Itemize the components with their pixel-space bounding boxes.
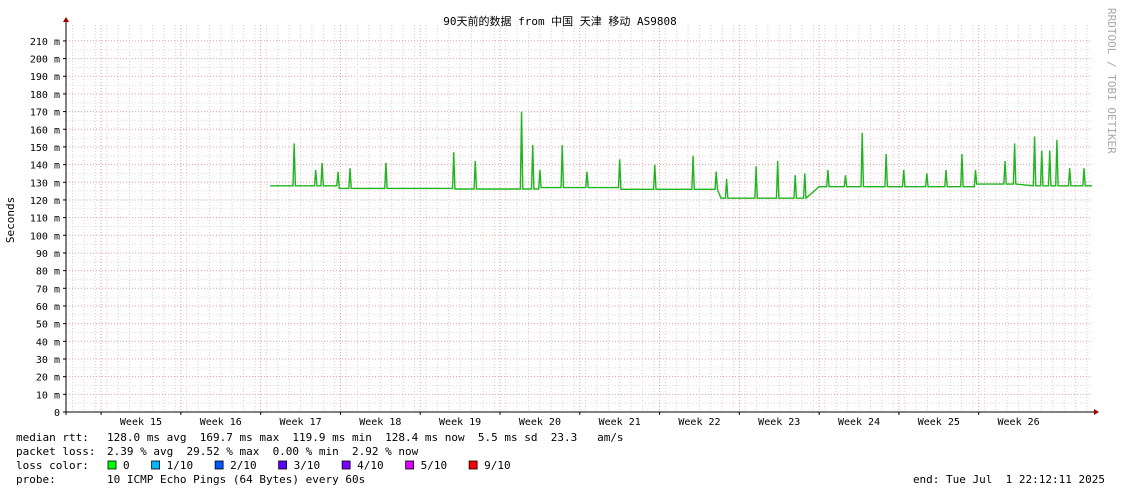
y-tick-label: 110 m [30,214,60,225]
y-tick-label: 70 m [36,284,60,295]
y-tick-label: 150 m [30,143,60,154]
x-tick-label: Week 24 [838,417,880,428]
chart-title: 90天前的数据 from 中国 天津 移动 AS9808 [443,14,677,28]
legend-label: loss color: [16,459,89,472]
y-axis-label: Seconds [4,197,17,243]
x-tick-label: Week 18 [359,417,401,428]
x-tick-label: Week 16 [200,417,242,428]
legend-swatch [107,460,117,470]
y-tick-label: 90 m [36,249,60,260]
y-tick-label: 160 m [30,125,60,136]
y-tick-label: 40 m [36,337,60,348]
y-tick-label: 10 m [36,390,60,401]
x-tick-label: Week 21 [599,417,641,428]
y-tick-label: 60 m [36,302,60,313]
legend-swatch [214,460,224,470]
x-tick-label: Week 19 [439,417,481,428]
legend-swatch [151,460,161,470]
y-tick-label: 130 m [30,178,60,189]
y-tick-label: 20 m [36,373,60,384]
legend-swatch [468,460,478,470]
y-tick-label: 190 m [30,72,60,83]
legend-text: 0 [123,459,130,472]
legend-swatch [405,460,415,470]
end-time: end: Tue Jul 1 22:12:11 2025 [913,473,1105,486]
legend-text: 5/10 [421,459,448,472]
legend-swatch [278,460,288,470]
y-tick-label: 100 m [30,231,60,242]
median-line [270,111,1092,200]
stat-label: packet loss: [16,445,95,458]
probe-text: 10 ICMP Echo Pings (64 Bytes) every 60s [107,473,365,486]
x-tick-label: Week 23 [758,417,800,428]
x-tick-label: Week 15 [120,417,162,428]
watermark: RRDTOOL / TOBI OETIKER [1105,8,1118,154]
y-tick-label: 180 m [30,90,60,101]
y-tick-label: 210 m [30,37,60,48]
legend-text: 3/10 [294,459,321,472]
probe-label: probe: [16,473,56,486]
axis-arrow [1094,409,1099,415]
y-tick-label: 140 m [30,161,60,172]
x-tick-label: Week 17 [279,417,321,428]
y-tick-label: 80 m [36,267,60,278]
legend-text: 4/10 [357,459,384,472]
axis-arrow [63,17,69,22]
legend-swatch [341,460,351,470]
x-tick-label: Week 20 [519,417,561,428]
y-tick-label: 170 m [30,108,60,119]
x-tick-label: Week 22 [678,417,720,428]
y-tick-label: 200 m [30,55,60,66]
stat-text: 128.0 ms avg 169.7 ms max 119.9 ms min 1… [107,431,624,444]
legend-text: 2/10 [230,459,257,472]
stat-label: median rtt: [16,431,89,444]
legend-text: 1/10 [167,459,194,472]
y-tick-label: 120 m [30,196,60,207]
y-tick-label: 30 m [36,355,60,366]
x-tick-label: Week 25 [918,417,960,428]
x-tick-label: Week 26 [998,417,1040,428]
legend-text: 9/10 [484,459,511,472]
y-tick-label: 50 m [36,320,60,331]
y-tick-label: 0 [54,408,60,419]
stat-text: 2.39 % avg 29.52 % max 0.00 % min 2.92 %… [107,445,419,458]
